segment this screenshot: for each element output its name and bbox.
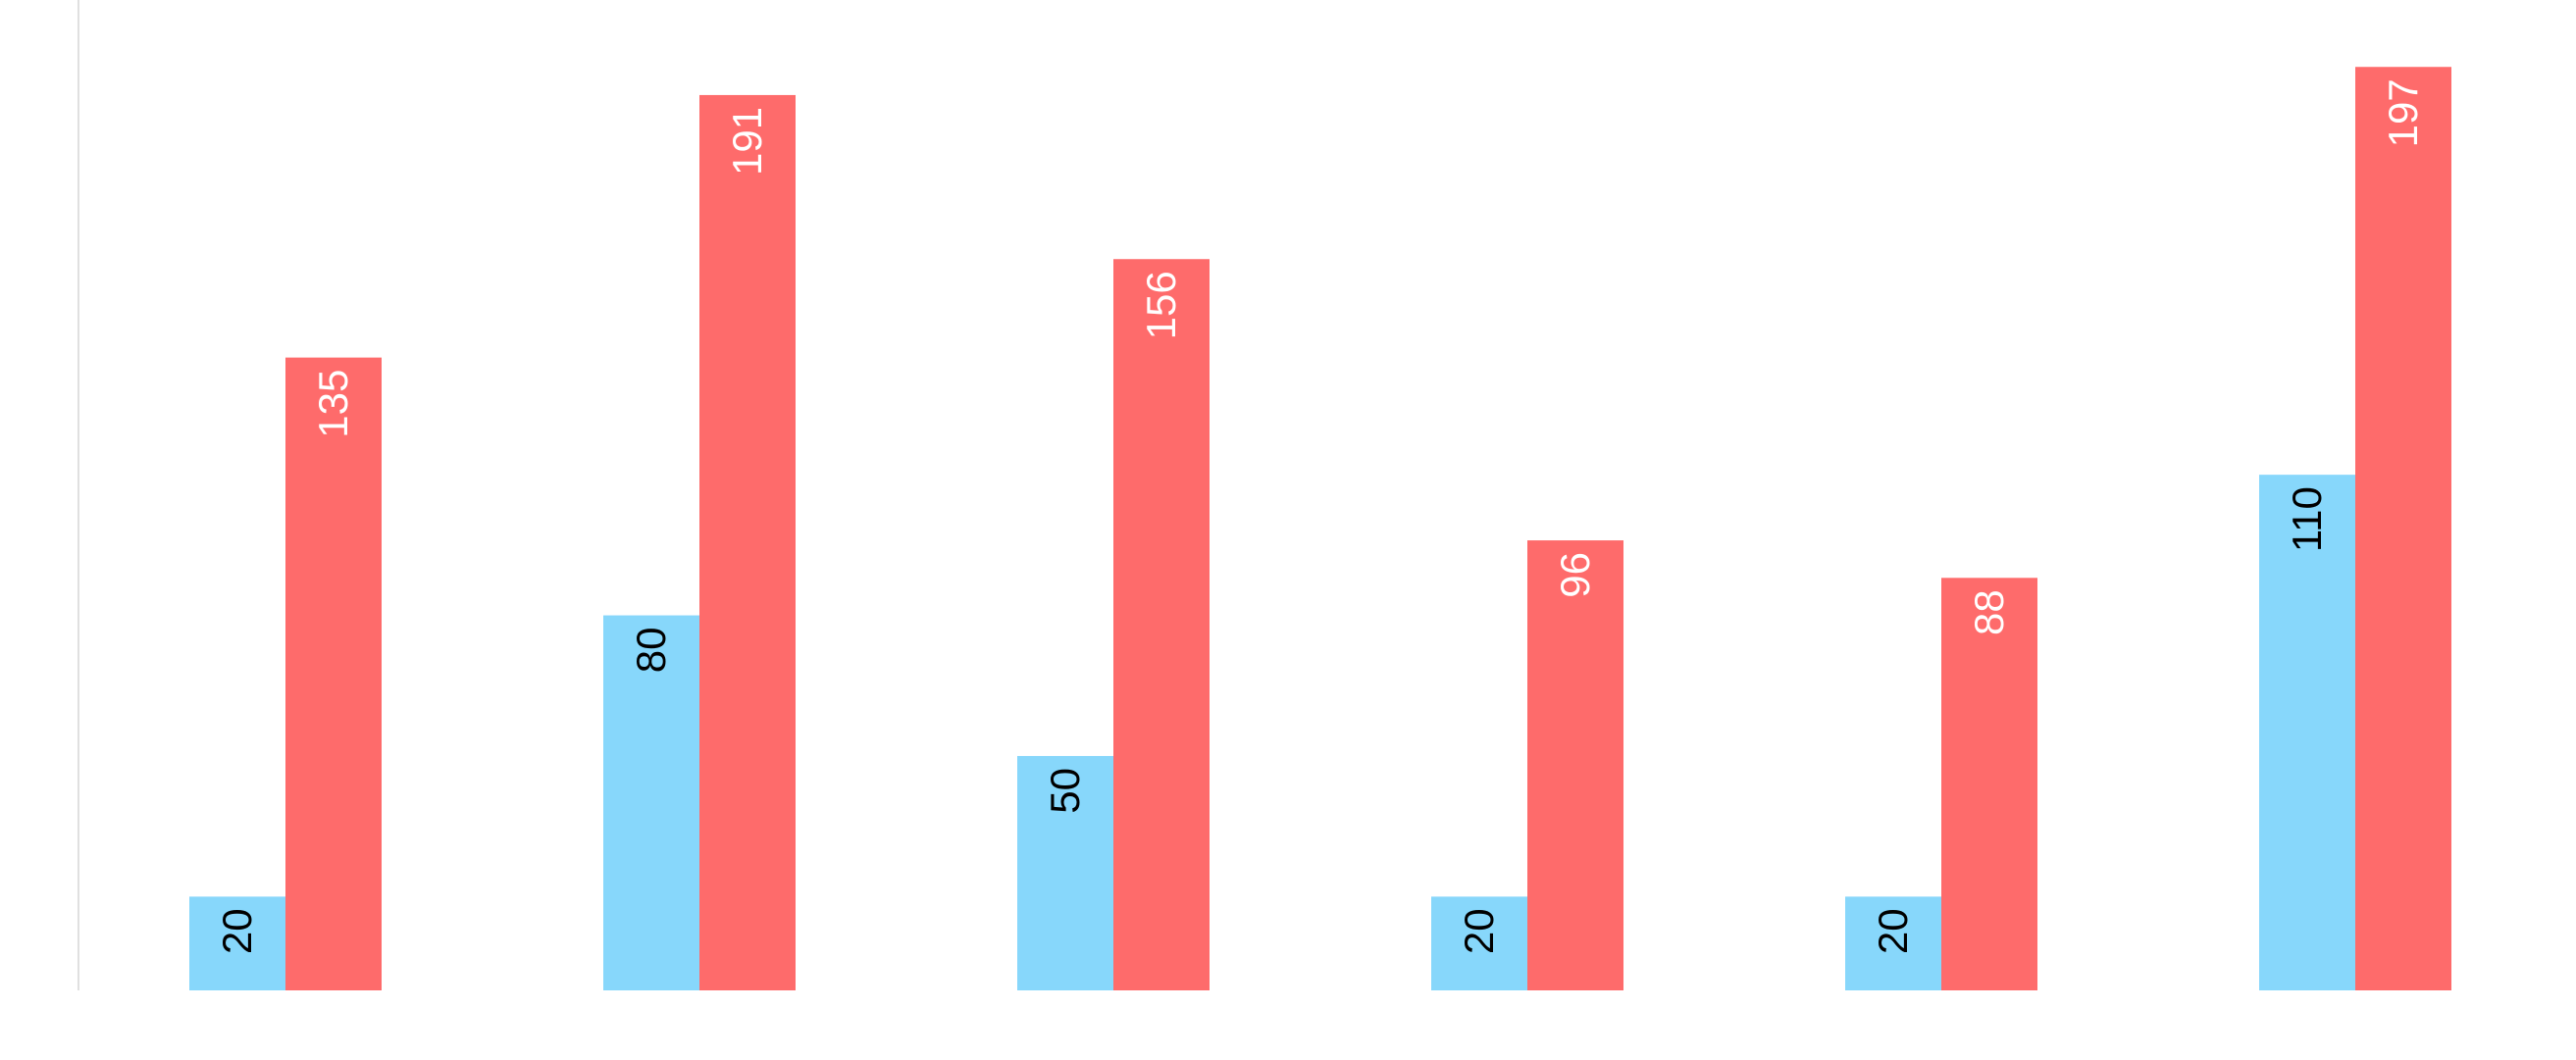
bar-value-label-series-2-cat-4: 96 (1552, 552, 1598, 598)
bar-series-2-cat-1 (285, 357, 382, 990)
bar-value-label-series-2-cat-1: 135 (310, 370, 356, 438)
bar-series-1-cat-6 (2259, 475, 2355, 990)
bar-series-2-cat-5 (1941, 578, 2037, 990)
bar-value-label-series-1-cat-5: 20 (1870, 908, 1916, 954)
bar-series-1-cat-4 (1431, 896, 1527, 990)
bar-value-label-series-1-cat-4: 20 (1456, 908, 1502, 954)
bar-value-label-series-2-cat-6: 197 (2380, 78, 2426, 147)
bars-group (189, 67, 2451, 991)
bar-series-1-cat-3 (1017, 755, 1113, 990)
bar-value-label-series-2-cat-3: 156 (1138, 271, 1184, 339)
bar-series-2-cat-6 (2355, 67, 2451, 991)
bar-series-1-cat-1 (189, 896, 285, 990)
bar-series-2-cat-4 (1527, 540, 1623, 990)
bar-series-1-cat-5 (1845, 896, 1941, 990)
bar-value-label-series-1-cat-1: 20 (214, 908, 260, 954)
bar-value-label-series-1-cat-3: 50 (1042, 768, 1088, 814)
bar-series-2-cat-3 (1113, 259, 1210, 990)
bar-value-label-series-1-cat-2: 80 (628, 628, 674, 674)
bar-series-2-cat-2 (699, 94, 796, 991)
bar-value-label-series-2-cat-2: 191 (724, 107, 770, 176)
bar-value-label-series-2-cat-5: 88 (1966, 589, 2012, 635)
bar-value-label-series-1-cat-6: 110 (2284, 486, 2330, 552)
bar-labels-group: 20 135 80 191 50 156 20 96 20 88 110 197 (214, 78, 2426, 954)
bar-series-1-cat-2 (603, 615, 699, 990)
